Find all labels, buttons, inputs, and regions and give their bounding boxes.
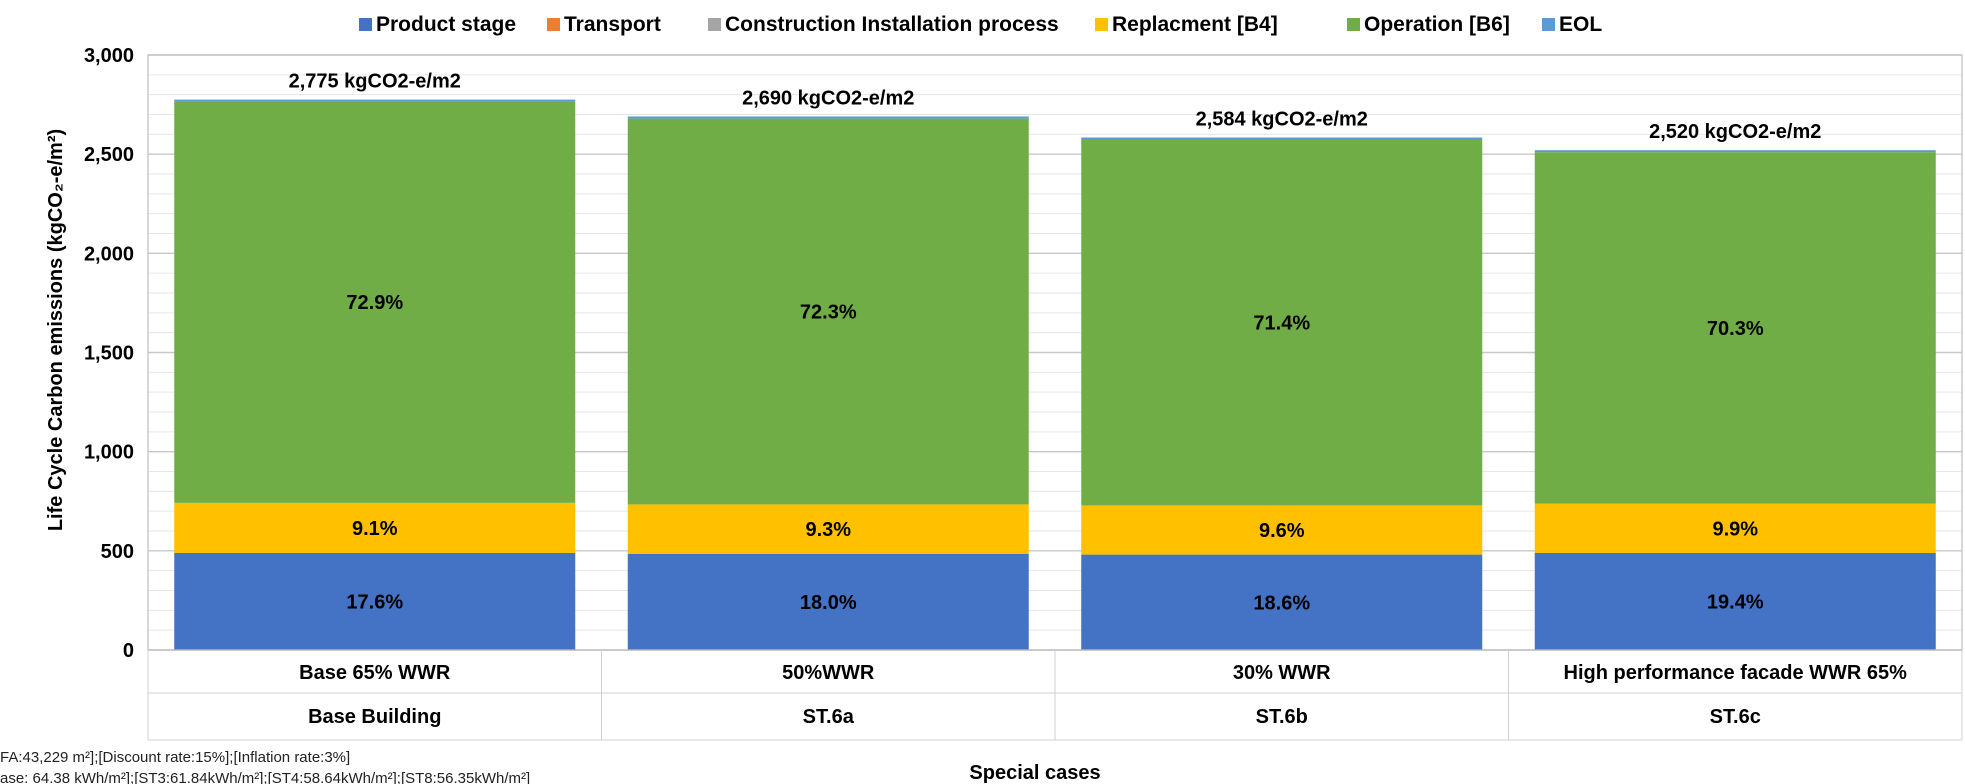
- segment-percent-label: 72.3%: [800, 302, 857, 324]
- x-axis-title: Special cases: [969, 762, 1100, 784]
- legend-swatch: [1542, 18, 1555, 31]
- bar-segment: [1081, 137, 1483, 140]
- legend-entry-label: Product stage: [376, 13, 516, 36]
- bar-segment: [174, 502, 576, 554]
- footnote-line-1: FA:43,229 m²];[Discount rate:15%];[Infla…: [0, 749, 350, 766]
- x-category-label: Base 65% WWR: [299, 662, 451, 684]
- segment-percent-label: 9.6%: [1259, 520, 1305, 542]
- legend-swatch: [1095, 18, 1108, 31]
- x-category-label: 50%WWR: [782, 662, 875, 684]
- y-tick-label: 3,000: [84, 45, 134, 67]
- bar-segment: [1081, 505, 1483, 555]
- segment-percent-label: 19.4%: [1707, 592, 1764, 614]
- x-group-label: ST.6c: [1710, 706, 1761, 728]
- bar-segment: [1534, 150, 1936, 153]
- segment-percent-label: 71.4%: [1253, 312, 1310, 334]
- bar-segment: [174, 99, 576, 102]
- x-category-label: 30% WWR: [1233, 662, 1331, 684]
- legend-entry-label: Construction Installation process: [725, 13, 1059, 36]
- segment-percent-label: 18.0%: [800, 592, 857, 614]
- bar-segment: [174, 553, 576, 650]
- legend-swatch: [708, 18, 721, 31]
- segment-percent-label: 17.6%: [346, 592, 403, 614]
- x-axis: Base 65% WWR Base Building 50%WWR ST.6a 30% …: [147, 649, 1963, 741]
- legend-entry-label: Operation [B6]: [1364, 13, 1510, 36]
- bar-segment: [627, 504, 1029, 555]
- y-tick-label: 2,000: [84, 243, 134, 265]
- segment-percent-label: 9.9%: [1712, 518, 1758, 540]
- bar-segment: [1534, 152, 1936, 504]
- y-tick-label: 1,500: [84, 343, 134, 365]
- legend-entry-label: EOL: [1559, 13, 1602, 36]
- bar-segment: [627, 118, 1029, 505]
- legend-swatch: [359, 18, 372, 31]
- legend-swatch: [547, 18, 560, 31]
- footnote-line-2: ase: 64.38 kWh/m²];[ST3:61.84kWh/m²];[ST…: [0, 770, 530, 784]
- bar-segment: [1081, 554, 1483, 650]
- y-axis-title: Life Cycle Carbon emissions (kgCO₂-e/m²): [45, 129, 67, 531]
- bar-segment: [1534, 553, 1936, 650]
- bar-total-label: 2,690 kgCO2-e/m2: [742, 87, 914, 109]
- bars: 17.6% 9.1% 72.9% 2,775 kgCO2-e/m2 18.0% 9.3% 7…: [174, 71, 1936, 650]
- y-tick-label: 1,000: [84, 442, 134, 464]
- y-axis: 0 500 1,000 1,500 2,000 2,500 3,000: [84, 45, 134, 662]
- segment-percent-label: 70.3%: [1707, 318, 1764, 340]
- bar-total-label: 2,584 kgCO2-e/m2: [1196, 109, 1368, 131]
- y-tick-label: 500: [101, 541, 134, 563]
- bar-segment: [627, 116, 1029, 119]
- legend: Product stage Transport Construction Insta…: [359, 13, 1602, 36]
- segment-percent-label: 9.1%: [352, 518, 398, 540]
- segment-percent-label: 9.3%: [805, 519, 851, 541]
- x-category-label: High performance facade WWR 65%: [1564, 662, 1908, 684]
- y-tick-label: 0: [123, 640, 134, 662]
- segment-percent-label: 72.9%: [346, 292, 403, 314]
- segment-percent-label: 18.6%: [1253, 592, 1310, 614]
- bar-segment: [1081, 139, 1483, 506]
- bar-segment: [1534, 503, 1936, 554]
- bar-segment: [627, 554, 1029, 650]
- x-group-label: ST.6b: [1256, 706, 1308, 728]
- bar-segment: [174, 101, 576, 503]
- bar-total-label: 2,775 kgCO2-e/m2: [289, 71, 461, 93]
- legend-entry-label: Replacment [B4]: [1112, 13, 1278, 36]
- legend-swatch: [1347, 18, 1360, 31]
- y-tick-label: 2,500: [84, 144, 134, 166]
- legend-entry-label: Transport: [564, 13, 661, 36]
- x-group-label: Base Building: [308, 706, 441, 728]
- x-group-label: ST.6a: [803, 706, 855, 728]
- bar-total-label: 2,520 kgCO2-e/m2: [1649, 121, 1821, 143]
